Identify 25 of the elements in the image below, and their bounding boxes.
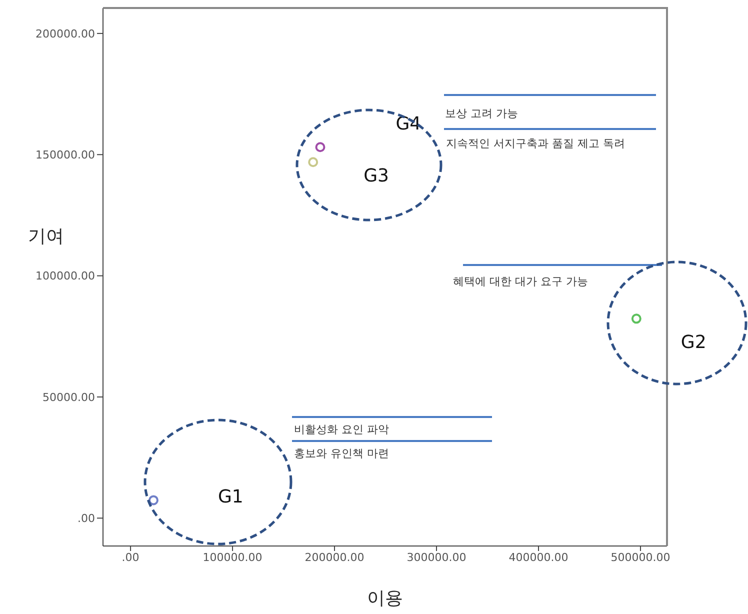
annotation: 보상 고려 가능 bbox=[445, 107, 518, 120]
annotation: 홍보와 유인책 마련 bbox=[294, 447, 389, 460]
annotation: 지속적인 서지구축과 품질 제고 독려 bbox=[446, 137, 625, 150]
y-axis-title: 기여 bbox=[28, 226, 64, 247]
point bbox=[308, 157, 318, 168]
y-tick-label: 150000.00 bbox=[36, 148, 95, 162]
y-tick-label: 100000.00 bbox=[36, 270, 95, 283]
x-axis-title: 이용 bbox=[367, 588, 403, 609]
annotation: 비활성화 요인 파악 bbox=[294, 423, 389, 436]
annotation: 혜택에 대한 대가 요구 가능 bbox=[453, 275, 588, 288]
x-tick-label: 300000.00 bbox=[406, 550, 466, 564]
text: G1 bbox=[218, 486, 244, 508]
y-tick-label: 50000.00 bbox=[42, 390, 95, 404]
point bbox=[315, 142, 326, 152]
x-tick-label: 200000.00 bbox=[304, 550, 364, 564]
point bbox=[148, 495, 158, 506]
x-tick-label: .00 bbox=[122, 550, 140, 564]
y-tick-label: .00 bbox=[78, 512, 95, 526]
x-tick-label: 400000.00 bbox=[508, 550, 568, 564]
x-tick-label: 100000.00 bbox=[202, 550, 262, 564]
text: G2 bbox=[680, 332, 706, 354]
y-tick-label: 200000.00 bbox=[36, 27, 95, 40]
x-tick-label: 500000.00 bbox=[610, 550, 670, 564]
text: G3 bbox=[364, 166, 389, 187]
point bbox=[631, 314, 642, 324]
